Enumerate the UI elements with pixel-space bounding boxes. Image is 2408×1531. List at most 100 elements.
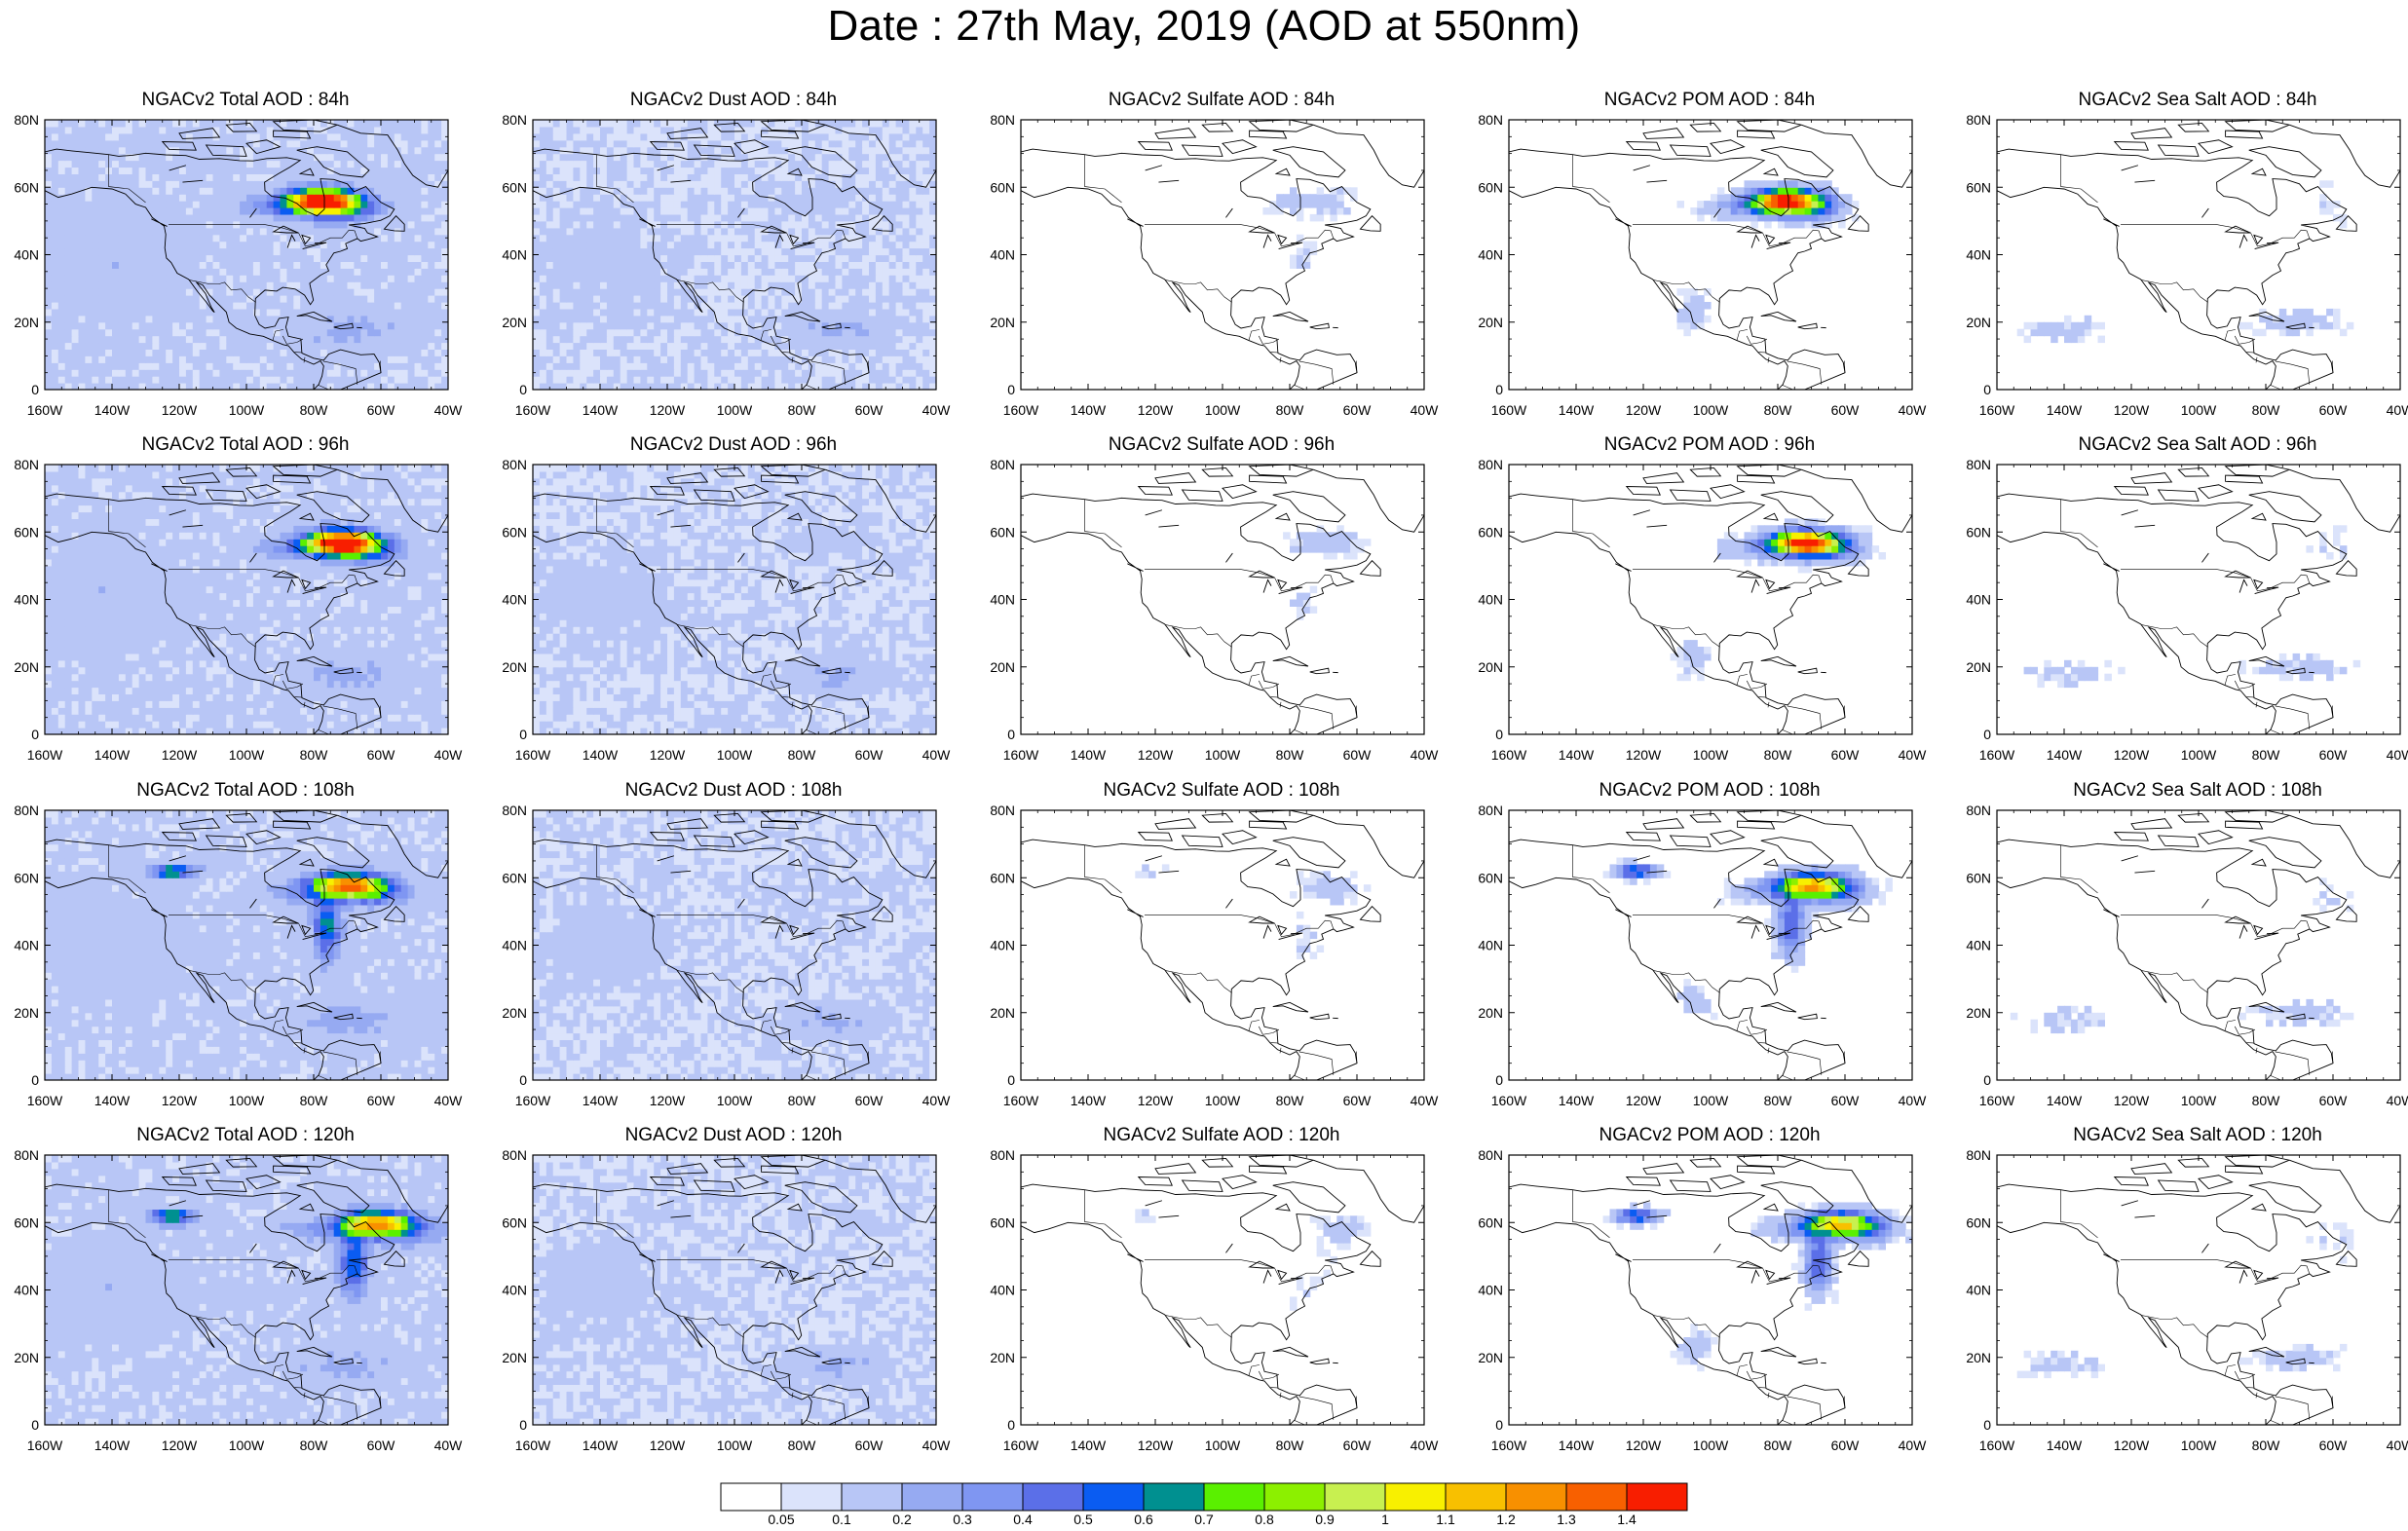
lon-tick-label: 60W	[855, 402, 884, 418]
lon-tick-label: 120W	[1138, 1438, 1174, 1453]
lon-tick-label: 100W	[717, 747, 753, 763]
lat-tick-label: 80N	[1478, 803, 1503, 818]
country-borders	[1572, 1189, 1846, 1425]
map-plot: 160W 140W 120W 100W 80W 60W 40W 0 20N 40N 60N 80N	[14, 112, 464, 418]
lat-tick-label: 20N	[502, 1005, 527, 1021]
colorbar-swatch	[1505, 1482, 1567, 1512]
lat-tick-label: 60N	[14, 870, 39, 885]
country-borders	[2060, 844, 2334, 1080]
colorbar-swatch	[1565, 1482, 1628, 1512]
lat-tick-label: 60N	[1966, 524, 1991, 540]
lon-tick-label: 140W	[1071, 402, 1107, 418]
lon-tick-label: 140W	[1071, 1093, 1107, 1108]
lon-tick-label: 40W	[922, 1093, 952, 1108]
country-borders	[596, 154, 870, 390]
lat-tick-label: 20N	[14, 315, 39, 330]
lat-tick-label: 40N	[1478, 247, 1503, 263]
country-borders	[596, 499, 870, 734]
map-panel-sea-salt-84h: NGACv2 Sea Salt AOD : 84h 160W 140W 120W 100…	[1956, 90, 2408, 435]
lon-tick-label: 80W	[300, 747, 329, 763]
aod-field	[1021, 465, 1424, 734]
aod-field	[1997, 810, 2400, 1080]
lon-tick-label: 120W	[162, 747, 198, 763]
lat-tick-label: 60N	[502, 179, 527, 195]
lat-tick-label: 80N	[502, 457, 527, 472]
panel-title: NGACv2 Total AOD : 84h	[4, 90, 487, 111]
lon-tick-label: 140W	[2047, 1438, 2083, 1453]
lat-tick-label: 20N	[502, 315, 527, 330]
lon-tick-label: 140W	[94, 747, 131, 763]
lat-tick-label: 80N	[14, 457, 39, 472]
lat-tick-label: 40N	[14, 938, 39, 953]
lon-tick-label: 60W	[855, 1438, 884, 1453]
lat-tick-label: 40N	[1966, 592, 1991, 608]
lon-tick-label: 120W	[2114, 1093, 2150, 1108]
lon-tick-label: 60W	[1343, 1093, 1373, 1108]
lat-tick-label: 0	[519, 1417, 527, 1433]
map-plot: 160W 140W 120W 100W 80W 60W 40W 0 20N 40N 60N 80N	[990, 457, 1439, 763]
lat-tick-label: 40N	[502, 247, 527, 263]
aod-field	[533, 120, 936, 390]
lat-tick-label: 40N	[502, 592, 527, 608]
map-panel-sea-salt-120h: NGACv2 Sea Salt AOD : 120h 160W 140W 120W 10…	[1956, 1125, 2408, 1471]
lat-tick-label: 0	[31, 727, 39, 742]
lat-tick-label: 20N	[1966, 315, 1991, 330]
colorbar-swatch	[1445, 1482, 1507, 1512]
lat-tick-label: 80N	[990, 457, 1015, 472]
map-panel-dust-84h: NGACv2 Dust AOD : 84h 160W 140W 120W 100W 80W…	[492, 90, 975, 435]
panel-title: NGACv2 Sea Salt AOD : 108h	[1956, 780, 2408, 802]
lon-tick-label: 160W	[27, 747, 63, 763]
lon-tick-label: 120W	[1138, 747, 1174, 763]
coastline	[45, 810, 448, 1080]
lon-tick-label: 120W	[650, 1093, 686, 1108]
lat-tick-label: 0	[1983, 382, 1991, 397]
map-plot: 160W 140W 120W 100W 80W 60W 40W 0 20N 40N 60N 80N	[1478, 803, 1927, 1108]
colorbar-label: 1	[1381, 1512, 1389, 1525]
lon-tick-label: 160W	[1491, 747, 1527, 763]
lon-tick-label: 100W	[1693, 1093, 1729, 1108]
lon-tick-label: 80W	[1764, 1093, 1793, 1108]
lat-tick-label: 0	[1983, 727, 1991, 742]
lat-tick-label: 0	[1495, 727, 1503, 742]
country-borders	[2060, 499, 2334, 734]
map-panel-dust-120h: NGACv2 Dust AOD : 120h 160W 140W 120W 100W 80…	[492, 1125, 975, 1471]
aod-field	[1021, 120, 1424, 390]
lon-tick-label: 120W	[650, 747, 686, 763]
colorbar-swatch	[1022, 1482, 1084, 1512]
map-plot: 160W 140W 120W 100W 80W 60W 40W 0 20N 40N 60N 80N	[990, 1147, 1439, 1453]
lon-tick-label: 60W	[2319, 1438, 2349, 1453]
lon-tick-label: 140W	[1559, 1438, 1595, 1453]
lon-tick-label: 60W	[2319, 1093, 2349, 1108]
panel-title: NGACv2 Total AOD : 120h	[4, 1125, 487, 1146]
lon-tick-label: 120W	[1138, 1093, 1174, 1108]
country-borders	[108, 154, 382, 390]
lon-tick-label: 120W	[1626, 1438, 1662, 1453]
lat-tick-label: 60N	[1478, 1214, 1503, 1230]
colorbar-swatch	[1626, 1482, 1688, 1512]
lat-tick-label: 40N	[990, 247, 1015, 263]
panel-title: NGACv2 Total AOD : 96h	[4, 434, 487, 456]
lat-tick-label: 60N	[1478, 524, 1503, 540]
lon-tick-label: 80W	[1276, 1093, 1305, 1108]
lat-tick-label: 0	[1495, 1072, 1503, 1088]
lat-tick-label: 20N	[990, 659, 1015, 675]
map-panel-pom-120h: NGACv2 POM AOD : 120h 160W 140W 120W 100W 80W…	[1468, 1125, 1951, 1471]
coastline	[533, 120, 936, 390]
map-plot: 160W 140W 120W 100W 80W 60W 40W 0 20N 40N 60N 80N	[14, 1147, 463, 1453]
map-plot: 160W 140W 120W 100W 80W 60W 40W 0 20N 40N 60N 80N	[502, 803, 952, 1108]
colorbar-swatch	[720, 1482, 782, 1512]
lon-tick-label: 160W	[1491, 1438, 1527, 1453]
lon-tick-label: 80W	[788, 747, 817, 763]
lat-tick-label: 0	[1983, 1072, 1991, 1088]
lon-tick-label: 80W	[1276, 402, 1305, 418]
lat-tick-label: 80N	[14, 112, 39, 128]
lat-tick-label: 0	[1007, 727, 1015, 742]
lon-tick-label: 160W	[1979, 1093, 2015, 1108]
lon-tick-label: 60W	[2319, 747, 2349, 763]
lon-tick-label: 160W	[515, 1438, 551, 1453]
panel-title: NGACv2 POM AOD : 96h	[1468, 434, 1951, 456]
lat-tick-label: 40N	[1966, 247, 1991, 263]
lon-tick-label: 40W	[434, 402, 464, 418]
lat-tick-label: 60N	[14, 179, 39, 195]
lat-tick-label: 0	[31, 1417, 39, 1433]
